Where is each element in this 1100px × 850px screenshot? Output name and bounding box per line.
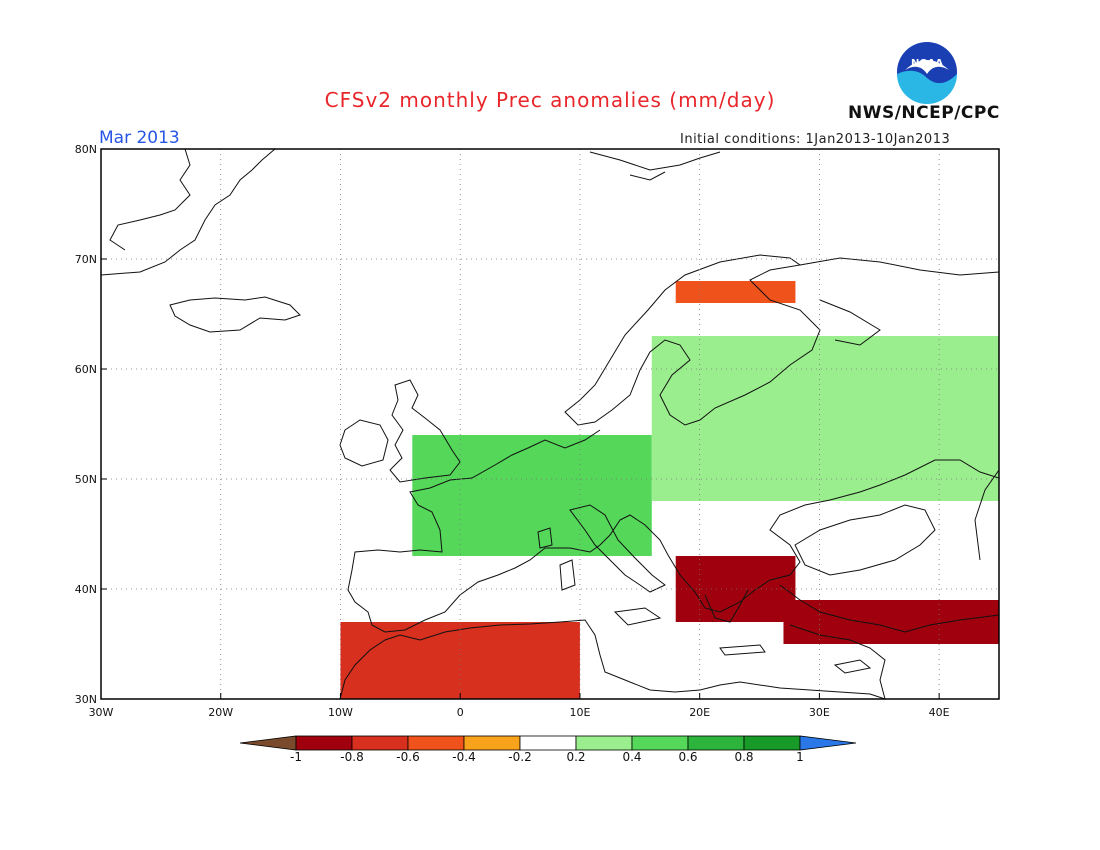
colorbar <box>239 735 857 751</box>
lon-tick-label: 0 <box>457 706 464 719</box>
anomaly-region-5 <box>412 435 652 556</box>
map-frame <box>100 148 1000 700</box>
anomaly-region-3 <box>783 600 999 644</box>
colorbar-swatch <box>519 735 577 751</box>
anomaly-field <box>340 281 999 699</box>
colorbar-label: -1 <box>290 750 302 764</box>
anomaly-region-4 <box>675 281 796 303</box>
lat-tick-label: 80N <box>75 143 97 156</box>
colorbar-arrow-high <box>799 735 857 751</box>
lon-tick-label: 20E <box>689 706 710 719</box>
agency-label: NWS/NCEP/CPC <box>848 103 1000 123</box>
colorbar-label: -0.4 <box>452 750 476 764</box>
colorbar-label: -0.2 <box>508 750 532 764</box>
svg-text:NOAA: NOAA <box>911 58 943 69</box>
colorbar-swatch <box>407 735 465 751</box>
colorbar-swatch <box>295 735 353 751</box>
lat-tick-label: 30N <box>75 693 97 706</box>
colorbar-label: 0.2 <box>566 750 586 764</box>
lon-tick-label: 20W <box>208 706 233 719</box>
colorbar-swatch <box>687 735 745 751</box>
colorbar-swatch <box>631 735 689 751</box>
lon-tick-label: 30E <box>809 706 830 719</box>
anomaly-region-2 <box>675 556 796 622</box>
lat-tick-label: 70N <box>75 253 97 266</box>
lon-tick-label: 40E <box>929 706 950 719</box>
colorbar-label: 1 <box>796 750 804 764</box>
colorbar-swatch <box>575 735 633 751</box>
colorbar-swatch <box>463 735 521 751</box>
anomaly-region-6 <box>651 336 999 501</box>
lat-tick-label: 50N <box>75 473 97 486</box>
lat-tick-label: 60N <box>75 363 97 376</box>
colorbar-label: 0.8 <box>734 750 754 764</box>
colorbar-label: -0.8 <box>340 750 364 764</box>
axis-ticks: 30W 20W 10W 0 10E 20E 30E 40E 30N 40N 50N 60N 70N 80N <box>75 143 950 719</box>
lon-tick-label: 30W <box>89 706 114 719</box>
coastlines <box>101 149 999 699</box>
initial-conditions: Initial conditions: 1Jan2013-10Jan2013 <box>680 132 951 147</box>
colorbar-swatch <box>743 735 801 751</box>
anomaly-region-1 <box>340 622 580 699</box>
colorbar-label: -0.6 <box>396 750 420 764</box>
colorbar-arrow-low <box>239 735 297 751</box>
lon-tick-label: 10W <box>328 706 353 719</box>
graticule <box>101 149 999 699</box>
colorbar-label: 0.6 <box>678 750 698 764</box>
lat-tick-label: 40N <box>75 583 97 596</box>
colorbar-label: 0.4 <box>622 750 642 764</box>
map-title: CFSv2 monthly Prec anomalies (mm/day) <box>324 88 776 112</box>
noaa-logo-icon: NOAA <box>897 42 957 104</box>
forecast-month: Mar 2013 <box>99 128 180 148</box>
colorbar-swatch <box>351 735 409 751</box>
lon-tick-label: 10E <box>569 706 590 719</box>
